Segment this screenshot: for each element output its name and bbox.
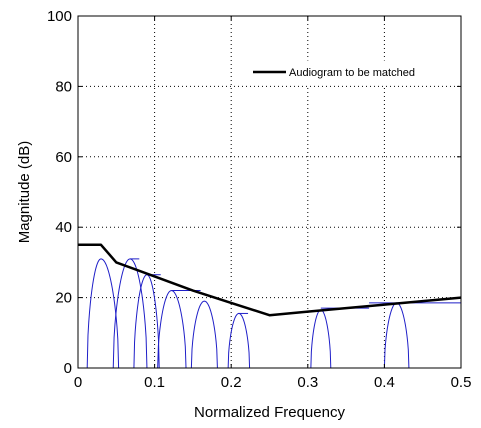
plot-frame (77, 15, 462, 369)
y-tick-label: 20 (55, 290, 72, 307)
filter-band-curve (383, 302, 410, 369)
filter-band-curve (157, 290, 187, 369)
series-lines (78, 243, 462, 317)
x-axis-label: Normalized Frequency (194, 404, 345, 421)
ticks (77, 15, 462, 369)
y-tick-label: 80 (55, 78, 72, 95)
y-tick-label: 100 (47, 8, 72, 25)
y-axis-label: Magnitude (dB) (16, 141, 33, 244)
filter-band-curve (310, 309, 332, 369)
x-tick-label: 0.2 (221, 374, 242, 391)
tick-labels: 0 0.1 0.2 0.3 0.4 0.5 0 20 40 60 80 100 (47, 8, 471, 391)
x-tick-label: 0 (74, 374, 82, 391)
legend: Audiogram to be matched (242, 60, 434, 86)
filter-band-curve (190, 300, 218, 369)
legend-label: Audiogram to be matched (289, 67, 415, 79)
filter-band-curve (86, 258, 120, 369)
x-tick-label: 0.5 (451, 374, 472, 391)
filter-bank (86, 258, 461, 369)
x-tick-label: 0.3 (297, 374, 318, 391)
x-tick-label: 0.1 (144, 374, 165, 391)
x-tick-label: 0.4 (374, 374, 395, 391)
audiogram-line (78, 243, 462, 317)
y-tick-label: 0 (64, 360, 72, 377)
y-tick-label: 60 (55, 149, 72, 166)
grid (78, 16, 461, 368)
y-tick-label: 40 (55, 219, 72, 236)
